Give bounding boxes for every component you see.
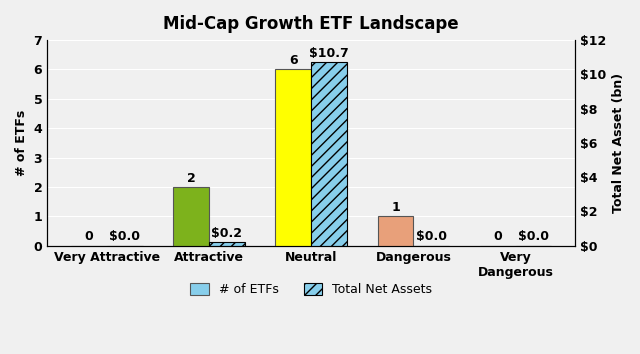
Y-axis label: Total Net Asset (bn): Total Net Asset (bn) (612, 73, 625, 213)
Text: $0.0: $0.0 (109, 230, 140, 244)
Bar (378, 216, 413, 246)
Legend: # of ETFs, Total Net Assets: # of ETFs, Total Net Assets (185, 278, 437, 301)
Text: $10.7: $10.7 (309, 47, 349, 60)
Text: 0: 0 (493, 230, 502, 244)
Text: $0.2: $0.2 (211, 227, 243, 240)
Y-axis label: # of ETFs: # of ETFs (15, 110, 28, 176)
Bar (209, 242, 245, 246)
Text: 6: 6 (289, 54, 298, 67)
Text: $0.0: $0.0 (416, 230, 447, 244)
Text: 2: 2 (187, 172, 196, 185)
Bar (311, 62, 347, 246)
Text: 0: 0 (84, 230, 93, 244)
Title: Mid-Cap Growth ETF Landscape: Mid-Cap Growth ETF Landscape (163, 15, 459, 33)
Text: 1: 1 (391, 201, 400, 214)
Text: $0.0: $0.0 (518, 230, 549, 244)
Bar (275, 69, 311, 246)
Bar (173, 187, 209, 246)
